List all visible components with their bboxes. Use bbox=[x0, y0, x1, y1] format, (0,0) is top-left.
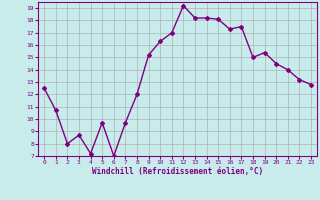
X-axis label: Windchill (Refroidissement éolien,°C): Windchill (Refroidissement éolien,°C) bbox=[92, 167, 263, 176]
